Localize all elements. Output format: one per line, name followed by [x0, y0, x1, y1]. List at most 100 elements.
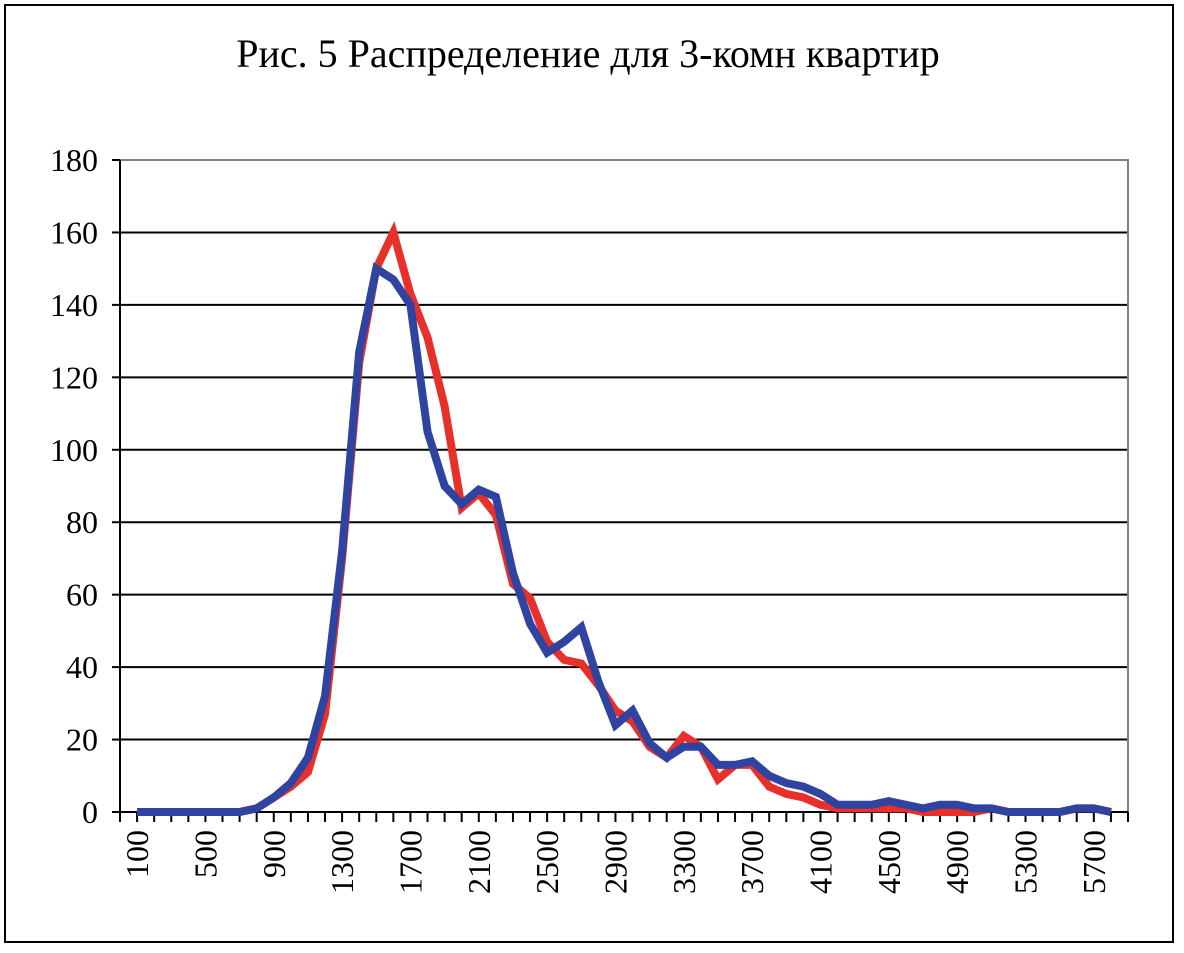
- data-point-1: [819, 804, 821, 806]
- x-tick-label: 2100: [461, 830, 497, 894]
- data-point-2: [580, 626, 582, 628]
- y-tick-label: 180: [50, 142, 98, 178]
- data-point-1: [785, 793, 787, 795]
- data-point-1: [324, 713, 326, 715]
- data-point-2: [546, 652, 548, 654]
- data-point-2: [990, 807, 992, 809]
- x-tick-label: 2500: [529, 830, 565, 894]
- data-point-2: [683, 746, 685, 748]
- data-point-2: [563, 641, 565, 643]
- data-point-2: [1059, 811, 1061, 813]
- data-point-2: [307, 757, 309, 759]
- data-point-2: [1076, 807, 1078, 809]
- data-point-1: [632, 720, 634, 722]
- x-tick-label: 4900: [939, 830, 975, 894]
- data-point-2: [427, 431, 429, 433]
- data-point-1: [307, 771, 309, 773]
- y-tick-label: 120: [50, 359, 98, 395]
- grid-layer: [120, 231, 1128, 741]
- x-tick-label: 5700: [1076, 830, 1112, 894]
- y-tick-label: 100: [50, 432, 98, 468]
- data-point-2: [153, 811, 155, 813]
- data-point-1: [580, 662, 582, 664]
- y-tick-label: 60: [66, 577, 98, 613]
- y-tick-label: 140: [50, 287, 98, 323]
- y-tick-label: 40: [66, 649, 98, 685]
- data-point-2: [785, 782, 787, 784]
- y-tick-label: 160: [50, 214, 98, 250]
- data-point-2: [666, 757, 668, 759]
- data-point-2: [1093, 807, 1095, 809]
- data-point-2: [341, 550, 343, 552]
- data-point-2: [837, 804, 839, 806]
- data-point-2: [136, 811, 138, 813]
- data-point-2: [512, 572, 514, 574]
- data-point-2: [1042, 811, 1044, 813]
- data-point-2: [529, 623, 531, 625]
- y-tick-label: 0: [82, 794, 98, 830]
- data-point-1: [392, 231, 394, 233]
- data-point-2: [358, 351, 360, 353]
- x-tick-label: 3300: [666, 830, 702, 894]
- tick-label-layer: 0 20 40 60 80 100 120 140 160 180 100 500 900 1300 170…: [50, 142, 1112, 894]
- data-point-2: [204, 811, 206, 813]
- data-point-2: [597, 681, 599, 683]
- data-point-1: [409, 293, 411, 295]
- data-point-2: [1110, 811, 1112, 813]
- data-point-2: [170, 811, 172, 813]
- x-tick-label: 5300: [1007, 830, 1043, 894]
- x-tick-label: 4500: [871, 830, 907, 894]
- data-point-2: [922, 807, 924, 809]
- data-point-1: [717, 778, 719, 780]
- data-point-2: [956, 804, 958, 806]
- data-point-2: [614, 724, 616, 726]
- data-point-1: [546, 641, 548, 643]
- data-point-2: [734, 764, 736, 766]
- data-point-2: [290, 782, 292, 784]
- x-tick-label: 1300: [324, 830, 360, 894]
- data-point-2: [632, 710, 634, 712]
- data-point-2: [819, 793, 821, 795]
- series-layer: [136, 220, 1112, 816]
- data-point-2: [324, 695, 326, 697]
- data-point-2: [1007, 811, 1009, 813]
- data-point-1: [427, 336, 429, 338]
- data-point-2: [444, 485, 446, 487]
- data-point-2: [409, 304, 411, 306]
- data-point-2: [375, 268, 377, 270]
- data-point-2: [854, 804, 856, 806]
- data-point-2: [717, 764, 719, 766]
- data-point-2: [768, 775, 770, 777]
- data-point-1: [614, 710, 616, 712]
- series-line-2: [137, 262, 1112, 816]
- data-point-2: [273, 797, 275, 799]
- x-tick-label: 4100: [802, 830, 838, 894]
- chart-title: Рис. 5 Распределение для 3-комн квартир: [236, 31, 940, 76]
- data-point-2: [256, 807, 258, 809]
- data-point-2: [939, 804, 941, 806]
- x-tick-label: 3700: [734, 830, 770, 894]
- data-point-2: [973, 807, 975, 809]
- data-point-2: [239, 811, 241, 813]
- data-point-1: [444, 405, 446, 407]
- x-tick-label: 1700: [392, 830, 428, 894]
- data-point-2: [495, 496, 497, 498]
- data-point-1: [802, 797, 804, 799]
- data-point-2: [700, 746, 702, 748]
- data-point-1: [956, 811, 958, 813]
- data-point-2: [392, 279, 394, 281]
- data-point-1: [888, 807, 890, 809]
- data-point-1: [939, 811, 941, 813]
- data-point-1: [683, 735, 685, 737]
- data-point-1: [529, 597, 531, 599]
- data-point-2: [871, 804, 873, 806]
- data-point-2: [649, 742, 651, 744]
- data-point-2: [461, 503, 463, 505]
- data-point-2: [751, 760, 753, 762]
- data-point-2: [905, 804, 907, 806]
- data-point-1: [563, 659, 565, 661]
- data-point-2: [888, 800, 890, 802]
- x-tick-label: 900: [256, 830, 292, 878]
- x-tick-label: 2900: [597, 830, 633, 894]
